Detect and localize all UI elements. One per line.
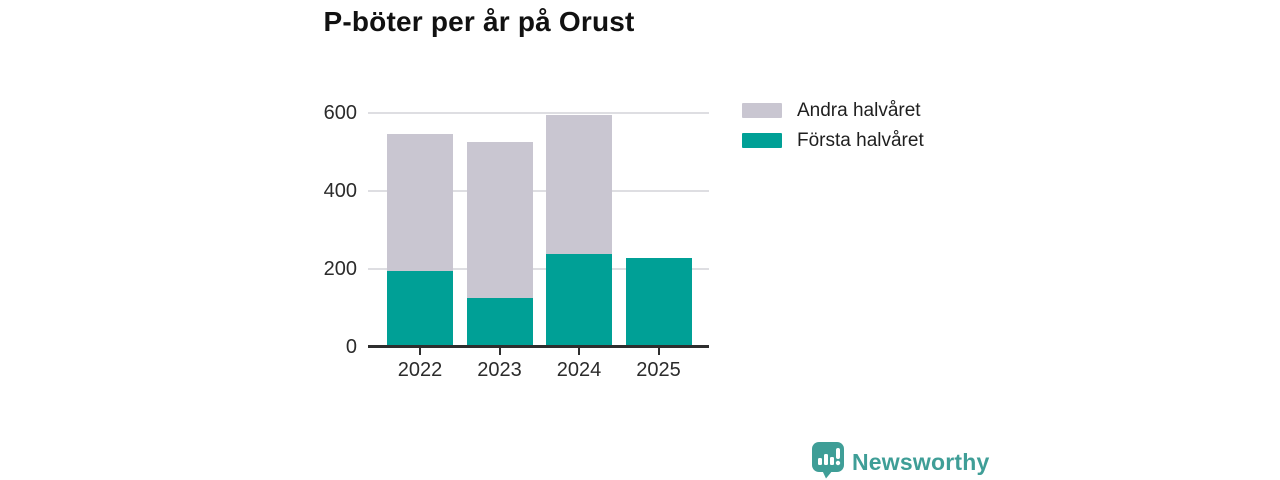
- y-tick-label-600: 600: [323, 102, 357, 124]
- plot-area: [368, 112, 709, 355]
- legend-swatch-forsta-halvaret: [742, 133, 782, 148]
- newsworthy-speech-bubble-barchart-icon: [811, 441, 845, 480]
- legend-item: Första halvåret: [742, 130, 924, 151]
- y-tick-label-0: 0: [345, 336, 357, 358]
- legend-label: Första halvåret: [797, 129, 924, 151]
- bar-2022-f-rsta-halv-ret: [387, 270, 453, 347]
- legend-item: Andra halvåret: [742, 100, 924, 121]
- chart-title: P-böter per år på Orust: [323, 6, 635, 37]
- legend-swatch-andra-halvaret: [742, 103, 782, 118]
- bar-2024-andra-halv-ret: [546, 114, 612, 255]
- x-axis-tick: [657, 348, 660, 355]
- legend: Andra halvåret Första halvåret: [742, 100, 924, 163]
- bar-2025-f-rsta-halv-ret: [625, 257, 692, 347]
- x-axis-line: [368, 345, 709, 348]
- newsworthy-logo: Newsworthy: [811, 441, 989, 480]
- bar-2024-f-rsta-halv-ret: [546, 254, 612, 347]
- x-axis-tick: [578, 348, 580, 355]
- newsworthy-logo-text: Newsworthy: [852, 449, 990, 475]
- gridline-200: [368, 268, 709, 270]
- bar-2022-andra-halv-ret: [387, 134, 453, 271]
- x-tick-label-2023: 2023: [477, 359, 522, 381]
- x-axis-tick: [498, 348, 501, 355]
- x-tick-label-2025: 2025: [636, 359, 681, 381]
- bar-2023-f-rsta-halv-ret: [466, 298, 533, 347]
- bar-2023-andra-halv-ret: [466, 142, 533, 299]
- x-tick-label-2024: 2024: [556, 359, 602, 381]
- gridline-600: [368, 112, 709, 114]
- gridline-400: [368, 190, 709, 192]
- x-axis-tick: [419, 348, 421, 355]
- legend-label: Andra halvåret: [797, 99, 921, 121]
- y-tick-label-200: 200: [323, 258, 357, 280]
- x-tick-label-2022: 2022: [397, 359, 443, 381]
- y-tick-label-400: 400: [323, 180, 357, 202]
